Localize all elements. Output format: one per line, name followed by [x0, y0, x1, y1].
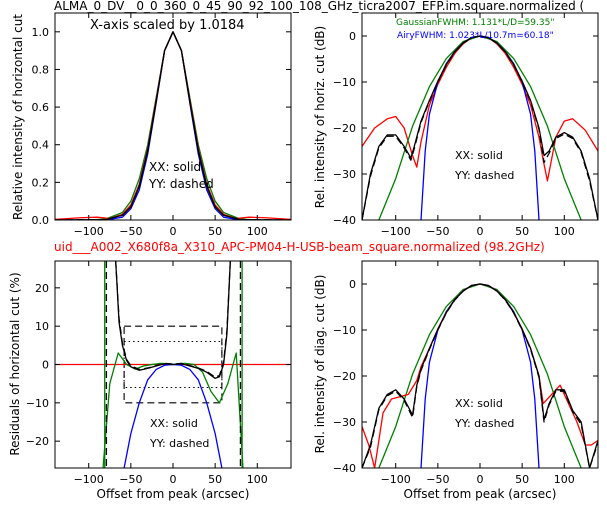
x-tick-label: 0 — [170, 473, 177, 486]
panel-series-layer — [362, 35, 598, 220]
black-dashed-series-line — [362, 283, 598, 468]
legend-yy-dashed: YY: dashed — [454, 169, 514, 182]
x-tick-label: 50 — [208, 473, 222, 486]
figure-title: ALMA_0_DV__0_0_360_0_45_90_92_100_108_GH… — [54, 0, 584, 13]
x-tick-label: 50 — [515, 473, 529, 486]
y-tick-label: 0.8 — [32, 63, 50, 76]
y-tick-label: 1.0 — [32, 26, 50, 39]
legend-yy-dashed: YY: dashed — [454, 417, 514, 430]
y-tick-label: 0 — [42, 359, 49, 372]
x-tick-label: −50 — [426, 473, 449, 486]
panel-frame — [361, 260, 599, 469]
y-tick-label: −10 — [333, 76, 356, 89]
y-tick-label: −30 — [333, 168, 356, 181]
x-tick-label: −100 — [74, 473, 104, 486]
y-tick-label: −40 — [333, 462, 356, 475]
x-axis-scale-note: X-axis scaled by 1.0184 — [90, 18, 245, 33]
x-tick-label: −100 — [74, 225, 104, 238]
x-axis-label: Offset from peak (arcsec) — [404, 487, 557, 501]
y-tick-label: 0.2 — [32, 176, 50, 189]
panel-frame — [361, 12, 599, 221]
x-tick-label: −100 — [381, 225, 411, 238]
panel-horizontal-cut-db: −100 −50 0 50 100 0 −10 −20 −30 −40 GaussianFWHM:… — [313, 12, 599, 238]
airy-fwhm-note: AiryFWHM: 1.023*L/10.7m=60.18" — [397, 31, 554, 41]
x-tick-label: 100 — [247, 225, 268, 238]
black-solid-series-line — [115, 261, 231, 379]
black-solid-series-line — [362, 283, 598, 468]
red-solid-series-line — [55, 31, 291, 220]
panel-ticks: −100 −50 0 50 100 0 −10 −20 −30 −40 — [333, 13, 598, 238]
y-axis-label: Rel. intensity of horiz. cut (dB) — [313, 26, 327, 208]
y-tick-label: −10 — [26, 397, 49, 410]
x-tick-label: 100 — [554, 473, 575, 486]
x-tick-label: 50 — [208, 225, 222, 238]
x-tick-label: −50 — [426, 225, 449, 238]
panel-diagonal-cut-db: −100 −50 0 50 100 0 −10 −20 −30 −40 XX: solid YY:… — [313, 260, 599, 501]
y-tick-label: −30 — [333, 416, 356, 429]
x-tick-label: 50 — [515, 225, 529, 238]
gaussian-fwhm-note: GaussianFWHM: 1.131*L/D=59.35" — [396, 18, 554, 28]
x-tick-label: −50 — [119, 225, 142, 238]
y-tick-label: 0.0 — [32, 214, 50, 227]
panel-series-layer — [362, 283, 598, 468]
y-tick-label: 20 — [35, 282, 49, 295]
x-tick-label: 100 — [247, 473, 268, 486]
x-axis-label: Offset from peak (arcsec) — [97, 487, 250, 501]
legend-yy-dashed: YY: dashed — [149, 437, 209, 450]
y-tick-label: −10 — [333, 324, 356, 337]
y-tick-label: 0 — [349, 30, 356, 43]
panel-horizontal-cut-linear: −100 −50 0 50 100 0.0 0.2 0.4 0.6 0.8 1.0 X-axis s… — [11, 12, 292, 238]
black-dashed-series-line — [115, 261, 231, 378]
y-tick-label: −20 — [333, 122, 356, 135]
panel-series-layer — [55, 31, 291, 220]
legend-xx-solid: XX: solid — [149, 160, 201, 174]
y-tick-label: 0 — [349, 278, 356, 291]
panel-ticks: −100 −50 0 50 100 0.0 0.2 0.4 0.6 0.8 1.0 — [32, 13, 291, 238]
x-tick-label: 100 — [554, 225, 575, 238]
y-axis-label: Relative intensity of horizontal cut — [11, 14, 25, 220]
y-axis-label: Rel. intensity of diag. cut (dB) — [313, 275, 327, 454]
y-tick-label: −20 — [26, 435, 49, 448]
y-tick-label: −40 — [333, 214, 356, 227]
x-tick-label: 0 — [477, 225, 484, 238]
black-dashed-series-line — [55, 31, 291, 220]
y-tick-label: 0.6 — [32, 101, 50, 114]
green-solid-series-line — [55, 31, 291, 220]
black-solid-series-line — [362, 35, 598, 220]
blue-solid-series-line — [420, 283, 540, 468]
black-dashed-series-line — [362, 35, 598, 220]
panel-series-layer — [55, 261, 291, 468]
black-solid-series-line — [55, 31, 291, 220]
legend-xx-solid: XX: solid — [455, 149, 503, 162]
blue-solid-series-line — [420, 35, 540, 220]
green-solid-series-line — [378, 283, 582, 468]
y-axis-label: Residuals of horizontal cut (%) — [8, 272, 22, 455]
legend-yy-dashed: YY: dashed — [148, 177, 214, 191]
x-tick-label: −50 — [119, 473, 142, 486]
legend-xx-solid: XX: solid — [455, 397, 503, 410]
legend-xx-solid: XX: solid — [150, 417, 198, 430]
green-solid-series-line — [378, 35, 582, 220]
x-tick-label: 0 — [477, 473, 484, 486]
y-tick-label: 0.4 — [32, 139, 50, 152]
x-tick-label: 0 — [170, 225, 177, 238]
y-tick-label: −20 — [333, 370, 356, 383]
blue-solid-series-line — [55, 31, 291, 220]
x-tick-label: −100 — [381, 473, 411, 486]
panel-ticks: −100 −50 0 50 100 0 −10 −20 −30 −40 — [333, 261, 598, 486]
y-tick-label: 10 — [35, 320, 49, 333]
figure-subtitle: uid___A002_X680f8a_X310_APC-PM04-H-USB-b… — [54, 240, 545, 254]
red-solid-series-line — [362, 283, 598, 468]
